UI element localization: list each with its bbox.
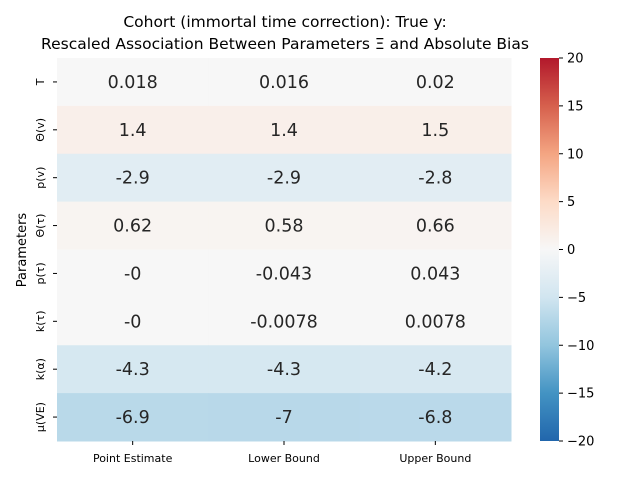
cell-value-label: -0 bbox=[124, 312, 141, 332]
cell-value-label: 0.62 bbox=[113, 217, 152, 237]
heatmap-cell bbox=[57, 105, 209, 155]
colorbar-tick-label: −20 bbox=[567, 435, 594, 450]
cell-value-label: -6.9 bbox=[116, 408, 150, 428]
colorbar-tick-label: −10 bbox=[567, 339, 594, 354]
cell-value-label: -0 bbox=[124, 264, 141, 284]
heatmap-cell bbox=[359, 201, 512, 250]
heatmap-cell bbox=[359, 249, 512, 298]
cell-value-label: -2.8 bbox=[418, 169, 452, 189]
cell-value-label: -6.8 bbox=[418, 408, 452, 428]
heatmap-cell bbox=[208, 201, 361, 250]
row-tick-label: Θ(v) bbox=[34, 118, 47, 142]
heatmap-cell bbox=[57, 393, 209, 442]
cell-value-label: 1.4 bbox=[119, 121, 147, 141]
cell-value-label: -4.3 bbox=[267, 360, 301, 380]
row-tick-label: p(v) bbox=[34, 167, 47, 189]
column-axis: Point Estimate Lower Bound Upper Bound bbox=[93, 441, 471, 465]
y-axis-label: Parameters bbox=[15, 213, 30, 288]
heatmap-cell bbox=[208, 345, 361, 394]
cell-value-label: -0.043 bbox=[256, 264, 312, 284]
row-tick-label: Θ(τ) bbox=[34, 214, 47, 238]
colorbar-axis: 20 15 10 5 0 −5 −10 −15 −20 bbox=[559, 52, 594, 450]
heatmap-cell bbox=[208, 58, 361, 107]
cell-value-label: -0.0078 bbox=[250, 312, 318, 332]
heatmap-cell bbox=[57, 58, 209, 107]
cell-value-label: 0.016 bbox=[259, 73, 309, 93]
heatmap-cell bbox=[359, 105, 512, 155]
heatmap-cell bbox=[359, 345, 512, 394]
column-tick-label: Lower Bound bbox=[248, 452, 320, 465]
cell-value-label: 0.018 bbox=[108, 73, 158, 93]
cell-value-label: -4.3 bbox=[116, 360, 150, 380]
heatmap-cell bbox=[208, 393, 361, 442]
cell-value-label: 0.02 bbox=[416, 73, 455, 93]
heatmap-cells bbox=[57, 58, 512, 442]
cell-value-label: 1.5 bbox=[421, 121, 449, 141]
chart-title-line-2: Rescaled Association Between Parameters … bbox=[41, 35, 529, 53]
colorbar-tick-label: 15 bbox=[567, 99, 584, 114]
colorbar-tick-label: −5 bbox=[567, 291, 586, 306]
cell-value-label: 1.4 bbox=[270, 121, 298, 141]
colorbar-tick-label: 10 bbox=[567, 147, 584, 162]
heatmap-cell bbox=[57, 297, 209, 346]
cell-value-label: 0.043 bbox=[410, 264, 460, 284]
row-tick-label: p(τ) bbox=[34, 262, 47, 284]
heatmap-cell bbox=[208, 105, 361, 155]
heatmap-cell-labels: 0.018 0.016 0.02 1.4 1.4 1.5 -2.9 -2.9 -2.8 0.62 0… bbox=[108, 73, 466, 428]
cell-value-label: -4.2 bbox=[418, 360, 452, 380]
row-tick-label: T bbox=[34, 78, 47, 86]
cell-value-label: 0.0078 bbox=[405, 312, 466, 332]
row-tick-label: μ(VE) bbox=[34, 402, 47, 432]
heatmap-cell bbox=[359, 58, 512, 107]
row-axis: T Θ(v) p(v) Θ(τ) p(τ) k(τ) k(α) μ(VE) bbox=[34, 78, 57, 432]
column-tick-label: Point Estimate bbox=[93, 452, 173, 465]
cell-value-label: -2.9 bbox=[267, 169, 301, 189]
heatmap-cell bbox=[208, 153, 361, 203]
heatmap-cell bbox=[208, 297, 361, 346]
column-tick-label: Upper Bound bbox=[399, 452, 471, 465]
colorbar-tick-label: −15 bbox=[567, 387, 594, 402]
cell-value-label: -7 bbox=[275, 408, 292, 428]
colorbar bbox=[540, 58, 559, 441]
heatmap-cell bbox=[57, 153, 209, 203]
cell-value-label: 0.58 bbox=[265, 217, 304, 237]
heatmap-cell bbox=[57, 345, 209, 394]
heatmap-cell bbox=[57, 249, 209, 298]
colorbar-tick-label: 0 bbox=[567, 243, 575, 258]
heatmap-cell bbox=[359, 153, 512, 203]
heatmap-cell bbox=[208, 249, 361, 298]
colorbar-tick-label: 5 bbox=[567, 195, 575, 210]
heatmap-cell bbox=[57, 201, 209, 250]
cell-value-label: 0.66 bbox=[416, 217, 455, 237]
chart-title-line-1: Cohort (immortal time correction): True … bbox=[123, 13, 447, 31]
heatmap-cell bbox=[359, 297, 512, 346]
colorbar-tick-label: 20 bbox=[567, 52, 584, 67]
cell-value-label: -2.9 bbox=[116, 169, 150, 189]
row-tick-label: k(α) bbox=[34, 358, 47, 380]
heatmap-cell bbox=[359, 393, 512, 442]
row-tick-label: k(τ) bbox=[34, 311, 47, 333]
